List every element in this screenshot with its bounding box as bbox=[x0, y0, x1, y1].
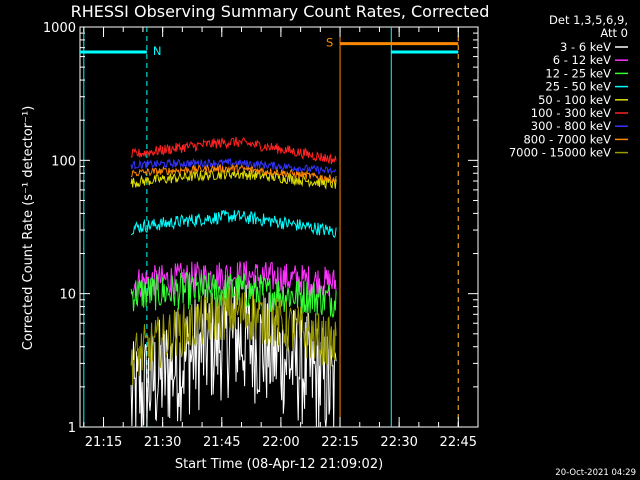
series-line bbox=[130, 209, 337, 238]
x-tick-label: 21:45 bbox=[203, 435, 240, 450]
x-axis-ticks: 21:15 21:30 21:45 22:00 22:15 22:30 22:45 bbox=[83, 27, 479, 450]
x-tick-label: 22:30 bbox=[380, 435, 417, 450]
x-tick-label: 22:15 bbox=[321, 435, 358, 450]
series-line bbox=[130, 280, 337, 428]
series-line bbox=[130, 163, 337, 184]
series-line bbox=[130, 168, 337, 190]
chart-title: RHESSI Observing Summary Count Rates, Co… bbox=[71, 2, 490, 21]
legend-entry-label: 800 - 7000 keV bbox=[523, 132, 611, 146]
footer-timestamp: 20-Oct-2021 04:29 bbox=[555, 468, 636, 478]
x-axis-label: Start Time (08-Apr-12 21:09:02) bbox=[175, 457, 383, 472]
series-line bbox=[130, 157, 337, 175]
y-tick-label: 1 bbox=[68, 421, 76, 436]
y-axis-ticks: 1 10 100 1000 bbox=[43, 21, 478, 436]
x-tick-label: 22:00 bbox=[262, 435, 299, 450]
y-tick-label: 1000 bbox=[43, 21, 76, 36]
legend-entry-label: 3 - 6 keV bbox=[560, 40, 611, 54]
legend-entry-label: 300 - 800 keV bbox=[531, 119, 611, 133]
legend-title-line-2: Att 0 bbox=[600, 26, 628, 40]
flag-lines: NS bbox=[80, 36, 459, 58]
x-tick-label: 21:30 bbox=[144, 435, 181, 450]
x-tick-label: 22:45 bbox=[440, 435, 477, 450]
legend-entry-label: 50 - 100 keV bbox=[538, 93, 611, 107]
vertical-lines bbox=[83, 27, 459, 427]
y-axis-label: Corrected Count Rate (s⁻¹ detector⁻¹) bbox=[21, 106, 36, 351]
y-tick-label: 100 bbox=[51, 154, 76, 169]
series-line bbox=[130, 136, 337, 165]
y-tick-label: 10 bbox=[59, 288, 76, 303]
series-line bbox=[130, 260, 337, 299]
series-group bbox=[130, 136, 337, 428]
legend-entry-label: 7000 - 15000 keV bbox=[509, 146, 611, 160]
plot-frame bbox=[79, 26, 479, 428]
x-tick-label: 21:15 bbox=[85, 435, 122, 450]
series-line bbox=[130, 271, 337, 318]
flag-label: N bbox=[153, 44, 162, 58]
legend-title-line-1: Det 1,3,5,6,9, bbox=[549, 13, 628, 27]
legend-entry-label: 25 - 50 keV bbox=[545, 80, 611, 94]
legend-entry-label: 100 - 300 keV bbox=[531, 106, 611, 120]
legend-entry-label: 6 - 12 keV bbox=[553, 53, 611, 67]
flag-label: S bbox=[326, 36, 333, 50]
legend-entry-label: 12 - 25 keV bbox=[545, 66, 611, 80]
series-line bbox=[130, 287, 337, 386]
